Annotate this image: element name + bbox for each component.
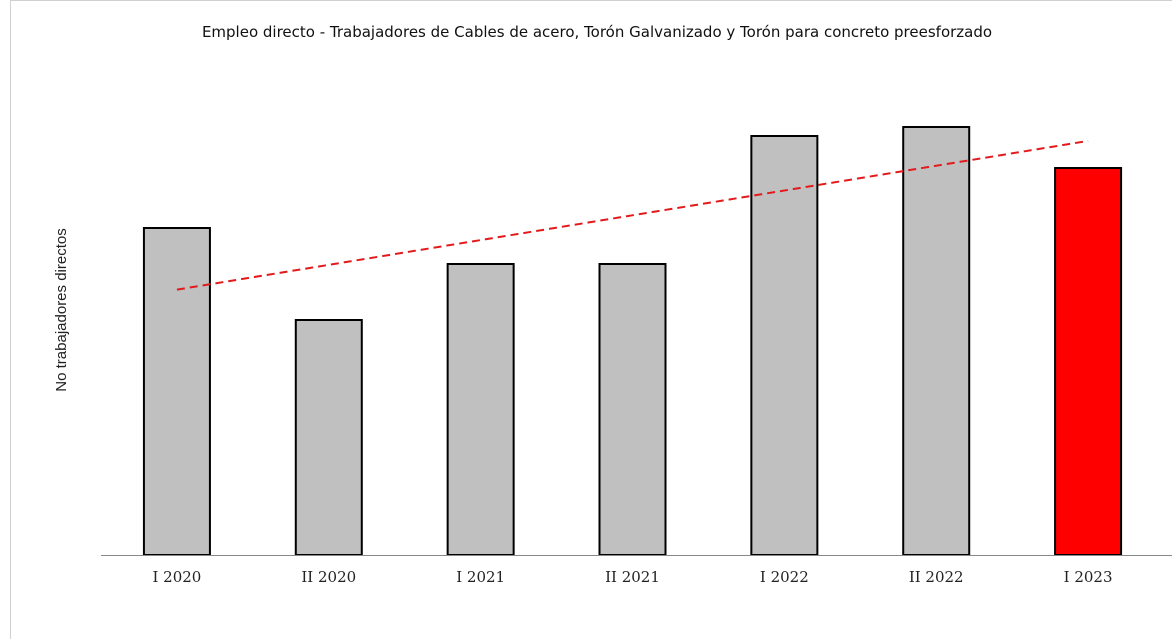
bar bbox=[142, 227, 211, 556]
x-tick-label: II 2022 bbox=[909, 568, 964, 586]
x-tick-label: II 2020 bbox=[301, 568, 356, 586]
chart-border bbox=[10, 0, 1172, 639]
bar bbox=[902, 126, 971, 556]
trendline bbox=[176, 139, 1089, 291]
bar bbox=[750, 135, 819, 556]
x-tick-label: I 2022 bbox=[760, 568, 809, 586]
x-tick-label: I 2020 bbox=[152, 568, 201, 586]
x-tick-label: I 2023 bbox=[1064, 568, 1113, 586]
y-axis-label: No trabajadores directos bbox=[53, 228, 70, 391]
x-tick-label: I 2021 bbox=[456, 568, 505, 586]
bar bbox=[294, 319, 363, 556]
bar bbox=[446, 263, 515, 556]
bar bbox=[598, 263, 667, 556]
chart-title: Empleo directo - Trabajadores de Cables … bbox=[201, 23, 993, 41]
bar bbox=[1054, 167, 1123, 556]
x-tick-label: II 2021 bbox=[605, 568, 660, 586]
